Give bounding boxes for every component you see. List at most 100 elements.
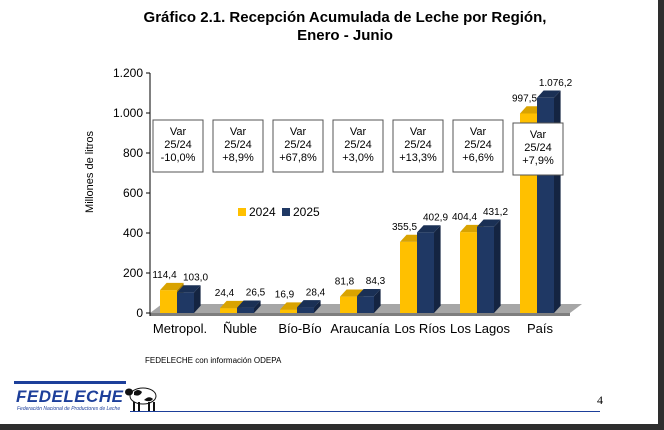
window-edge-bottom [0, 424, 664, 430]
source-note: FEDELECHE con información ODEPA [145, 356, 282, 365]
y-axis-label: Millones de litros [84, 131, 96, 213]
y-tick-label: 0 [136, 306, 143, 320]
y-tick-label: 1.200 [113, 66, 143, 80]
variation-text: 25/24 [344, 139, 372, 151]
bar-2025 [477, 226, 494, 313]
y-tick-label: 1.000 [113, 106, 143, 120]
legend-swatch-2024 [238, 208, 246, 216]
logo-bar [14, 381, 126, 384]
y-tick-label: 800 [123, 146, 143, 160]
variation-text: Var [230, 126, 247, 138]
variation-text: Var [410, 126, 427, 138]
chart-title: Gráfico 2.1. Recepción Acumulada de Lech… [144, 9, 547, 26]
bar-2025 [417, 232, 434, 313]
cow-icon [125, 387, 157, 411]
data-label-2025: 402,9 [423, 212, 448, 223]
bar-2024 [460, 232, 477, 313]
data-label-2024: 355,5 [392, 222, 417, 233]
bar-2024 [340, 296, 357, 313]
x-tick-label: Los Lagos [450, 321, 510, 336]
y-tick-label: 600 [123, 186, 143, 200]
page-number: 4 [597, 393, 603, 407]
data-label-2025: 26,5 [246, 288, 266, 299]
variation-text: 25/24 [464, 139, 492, 151]
data-label-2025: 84,3 [366, 276, 386, 287]
bar-2025 [237, 307, 254, 313]
variation-text: 25/24 [284, 139, 312, 151]
data-label-2025: 431,2 [483, 207, 508, 218]
chart-subtitle: Enero - Junio [297, 27, 393, 44]
variation-text: Var [530, 129, 547, 141]
x-tick-label: Bío-Bío [278, 321, 321, 336]
variation-text: Var [290, 126, 307, 138]
y-tick-label: 400 [123, 226, 143, 240]
variation-box-frame [452, 119, 504, 173]
data-label-2024: 81,8 [335, 277, 355, 288]
variation-text: +8,9% [222, 152, 254, 164]
variation-text: Var [350, 126, 367, 138]
logo-text: FEDELECHE [16, 387, 124, 406]
variation-text: +13,3% [399, 152, 437, 164]
data-label-2024: 114,4 [152, 270, 177, 281]
bar-top-2024 [340, 289, 364, 297]
data-label-2024: 24,4 [215, 288, 235, 299]
bar-side-2025 [494, 219, 501, 313]
bar-top-2025 [417, 225, 441, 233]
bar-top-2025 [297, 300, 321, 308]
bar-top-2025 [537, 90, 561, 98]
bar-top-2025 [477, 219, 501, 227]
variation-box-frame [212, 119, 264, 173]
legend-label-2025: 2025 [293, 205, 320, 219]
data-label-2025: 1.076,2 [539, 78, 573, 89]
bar-top-2024 [160, 282, 184, 291]
bar-side-2025 [254, 300, 261, 313]
x-tick-label: País [527, 321, 554, 336]
bar-side-2025 [314, 300, 321, 313]
data-label-2024: 997,5 [512, 94, 537, 105]
bar-top-2024 [220, 300, 244, 309]
variation-box-frame [152, 119, 204, 173]
footer-line [130, 411, 600, 412]
bar-side-2025 [434, 225, 441, 313]
variation-text: 25/24 [164, 139, 192, 151]
data-label-2025: 103,0 [183, 272, 208, 283]
data-label-2025: 28,4 [306, 287, 326, 298]
variation-text: Var [170, 126, 187, 138]
footer-logo: FEDELECHE Federación Nacional de Product… [14, 381, 157, 412]
variation-text: 25/24 [224, 139, 252, 151]
x-tick-label: Los Ríos [394, 321, 446, 336]
variation-text: +7,9% [522, 155, 554, 167]
bar-2024 [400, 241, 417, 313]
bar-2025 [177, 292, 194, 313]
variation-text: +6,6% [462, 152, 494, 164]
variation-box-frame [332, 119, 384, 173]
legend-swatch-2025 [282, 208, 290, 216]
bar-side-2025 [194, 285, 201, 313]
variation-box-frame [512, 122, 564, 176]
legend-label-2024: 2024 [249, 205, 276, 219]
variation-box-frame [392, 119, 444, 173]
variation-box-frame [272, 119, 324, 173]
bar-2025 [357, 296, 374, 313]
variation-text: +67,8% [279, 152, 317, 164]
bar-2024 [220, 308, 237, 313]
bar-2025 [297, 307, 314, 313]
variation-text: +3,0% [342, 152, 374, 164]
variation-text: 25/24 [404, 139, 432, 151]
x-tick-label: Araucanía [330, 321, 390, 336]
window-edge-right [658, 0, 664, 430]
variation-text: 25/24 [524, 142, 552, 154]
bar-2024 [160, 290, 177, 313]
variation-text: -10,0% [161, 152, 196, 164]
bar-side-2025 [374, 288, 381, 313]
bar-top-2025 [357, 288, 381, 297]
y-tick-label: 200 [123, 266, 143, 280]
bar-2024 [280, 309, 297, 313]
